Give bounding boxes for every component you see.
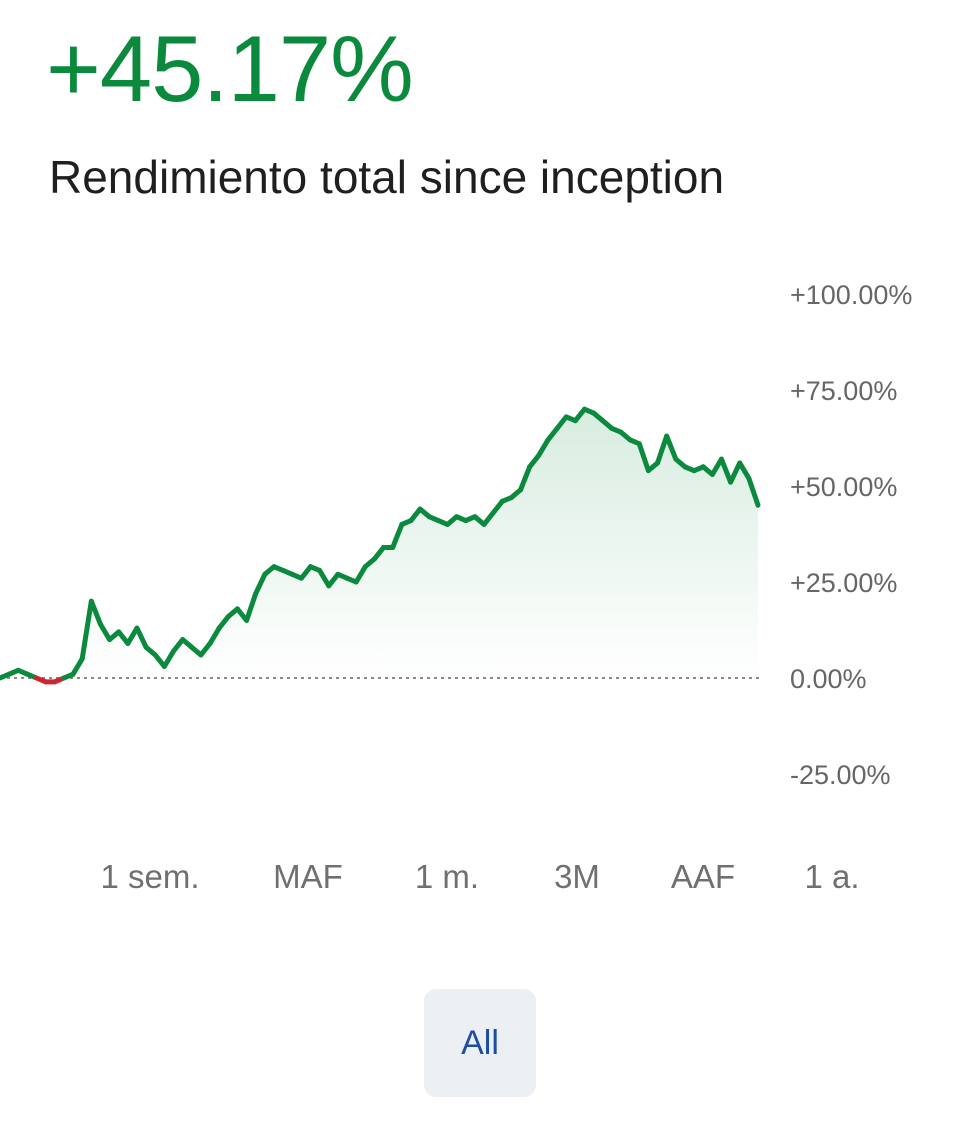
y-tick-label: -25.00% — [790, 760, 891, 790]
y-tick-label: +75.00% — [790, 376, 897, 406]
series-line-segment — [79, 598, 94, 662]
series-line — [0, 406, 761, 685]
total-return-value: +45.17% — [46, 16, 414, 121]
range-all-button[interactable]: All — [424, 989, 536, 1097]
area-fill — [0, 409, 758, 678]
series-line-segment — [718, 456, 734, 485]
series-line-segment — [518, 464, 533, 493]
series-line-segment — [134, 625, 149, 650]
y-tick-label: +25.00% — [790, 568, 897, 598]
series-line-segment — [207, 625, 222, 646]
series-line-segment — [536, 437, 551, 458]
range-ytd-button[interactable]: AAF — [670, 858, 736, 895]
total-return-label: Rendimiento total since inception — [49, 151, 725, 203]
series-line-segment — [655, 433, 670, 466]
series-line-segment — [88, 598, 103, 627]
performance-chart[interactable]: +100.00% +75.00% +50.00% +25.00% 0.00% -… — [0, 260, 960, 820]
range-1-year-button[interactable]: 1 a. — [804, 858, 860, 895]
series-line-segment — [317, 567, 332, 589]
series-line-segment — [737, 460, 752, 481]
series-line-segment — [161, 648, 177, 669]
range-1-month-button[interactable]: 1 m. — [414, 858, 480, 895]
y-tick-label: +50.00% — [790, 472, 897, 502]
series-line-segment — [253, 571, 268, 597]
series-line-segment — [390, 521, 405, 550]
series-line-segment — [746, 475, 761, 508]
range-selector: 1 sem. MAF 1 m. 3M AAF 1 a. — [0, 858, 960, 906]
series-line-segment — [70, 656, 85, 677]
series-line-segment — [728, 460, 743, 485]
range-3-month-button[interactable]: 3M — [554, 858, 600, 895]
series-line-segment — [244, 591, 259, 623]
y-tick-label: 0.00% — [790, 664, 867, 694]
y-axis: +100.00% +75.00% +50.00% +25.00% 0.00% -… — [790, 280, 912, 790]
range-mtd-button[interactable]: MAF — [273, 858, 343, 895]
y-tick-label: +100.00% — [790, 280, 912, 310]
series-line-segment — [664, 433, 679, 462]
series-line-segment — [636, 441, 651, 474]
series-line-segment — [353, 564, 368, 585]
series-line-segment — [97, 621, 113, 643]
range-1-week-button[interactable]: 1 sem. — [100, 858, 200, 895]
